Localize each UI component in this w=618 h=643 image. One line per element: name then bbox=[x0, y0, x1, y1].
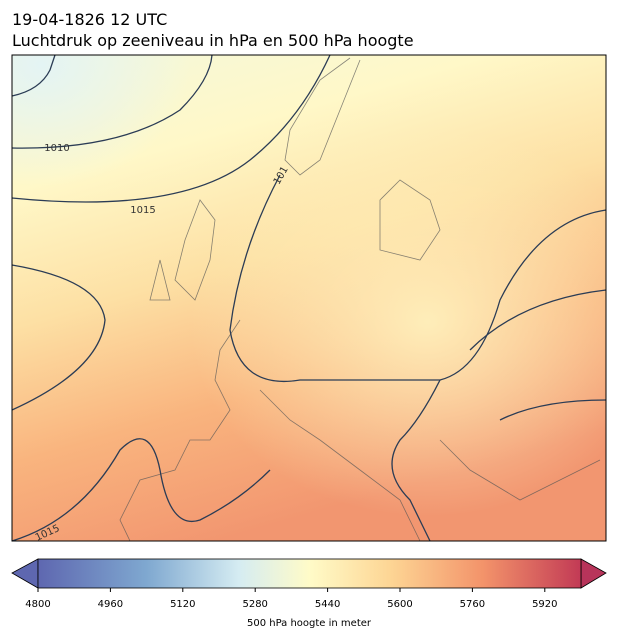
colorbar-tick-label: 5280 bbox=[242, 599, 267, 610]
colorbar-tick-label: 5760 bbox=[460, 599, 485, 610]
colorbar-tick-label: 5920 bbox=[532, 599, 557, 610]
subtitle: Luchtdruk op zeeniveau in hPa en 500 hPa… bbox=[12, 31, 414, 50]
isobar-label: 1015 bbox=[130, 205, 155, 216]
colorbar-tick-label: 5440 bbox=[315, 599, 340, 610]
colorbar-tick-label: 5120 bbox=[170, 599, 195, 610]
isobar-label: 1010 bbox=[44, 143, 69, 154]
title: 19-04-1826 12 UTC bbox=[12, 10, 167, 29]
colorbar-tick-label: 4800 bbox=[25, 599, 50, 610]
colorbar: 500 hPa hoogte in meter 4800 4960 5120 5280… bbox=[11, 558, 607, 629]
map: 1010 1015 101 1015 bbox=[11, 54, 607, 544]
colorbar-tick-label: 5600 bbox=[387, 599, 412, 610]
colorbar-label: 500 hPa hoogte in meter bbox=[247, 618, 372, 629]
colorbar-tick-label: 4960 bbox=[98, 599, 123, 610]
